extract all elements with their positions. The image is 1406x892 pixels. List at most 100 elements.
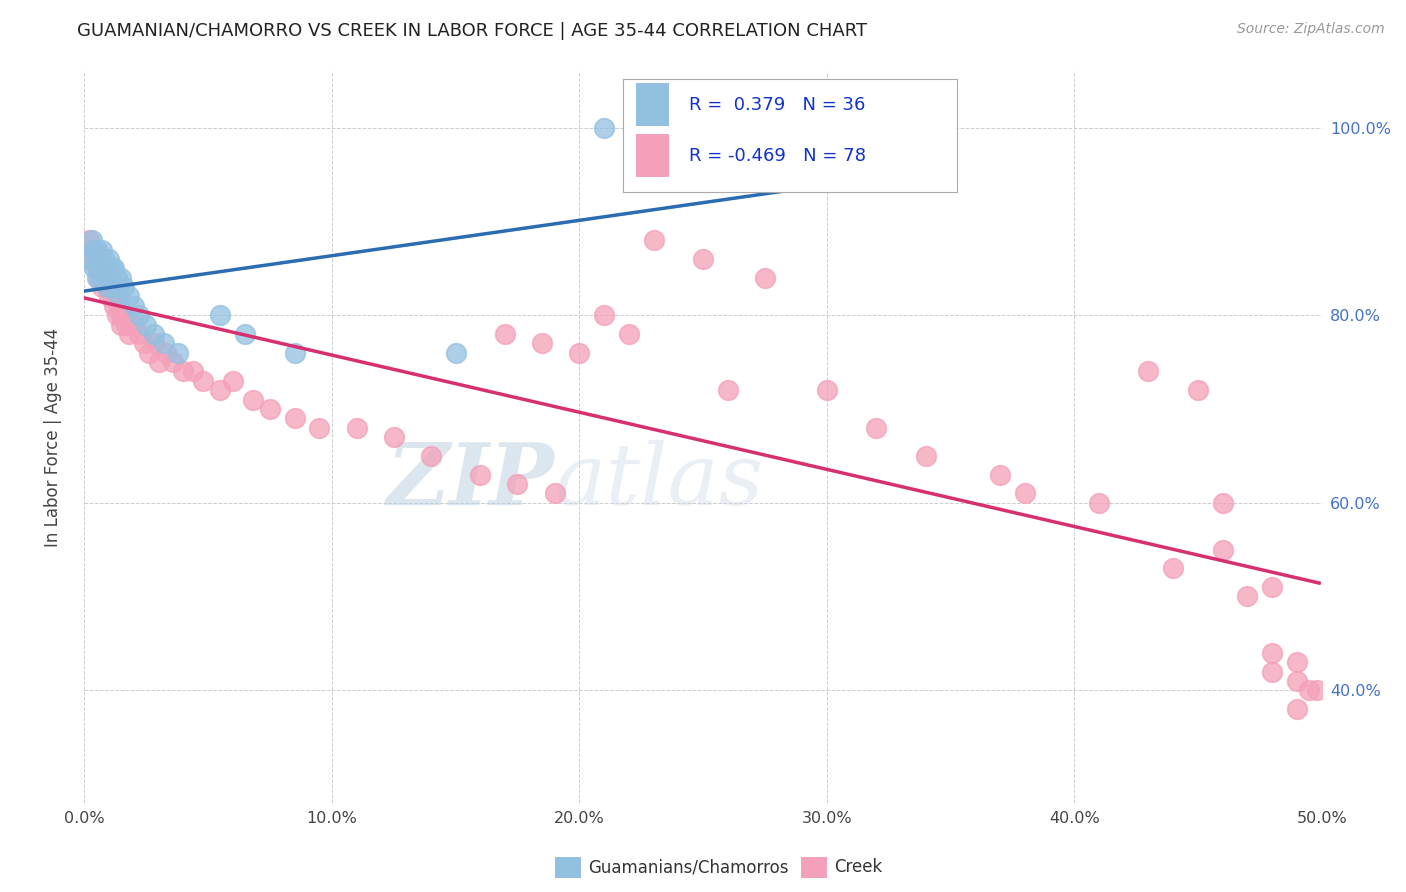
Point: [444, 345, 467, 359]
Point: [138, 345, 160, 359]
Point: [103, 299, 125, 313]
Point: [209, 308, 232, 322]
Point: [593, 120, 616, 135]
Point: [162, 355, 184, 369]
Point: [83, 261, 105, 276]
Text: GUAMANIAN/CHAMORRO VS CREEK IN LABOR FORCE | AGE 35-44 CORRELATION CHART: GUAMANIAN/CHAMORRO VS CREEK IN LABOR FOR…: [77, 22, 868, 40]
Point: [754, 270, 776, 285]
Point: [83, 243, 105, 257]
Point: [118, 326, 141, 341]
Point: [90, 270, 112, 285]
Point: [122, 299, 145, 313]
Point: [284, 411, 307, 425]
Point: [470, 467, 492, 482]
Text: Creek: Creek: [834, 858, 882, 876]
Point: [96, 270, 118, 285]
Point: [110, 318, 132, 332]
Point: [284, 345, 307, 359]
Point: [1088, 496, 1111, 510]
Point: [93, 261, 115, 276]
Point: [96, 280, 118, 294]
Point: [308, 420, 330, 434]
Point: [128, 326, 150, 341]
Point: [98, 252, 121, 266]
Point: [148, 355, 170, 369]
Point: [1212, 542, 1234, 557]
Point: [93, 261, 115, 276]
Point: [1305, 683, 1327, 698]
Point: [89, 270, 111, 285]
Point: [103, 280, 125, 294]
Point: [98, 289, 121, 303]
Y-axis label: In Labor Force | Age 35-44: In Labor Force | Age 35-44: [44, 327, 62, 547]
Point: [259, 401, 281, 416]
Point: [1298, 683, 1320, 698]
Point: [90, 261, 112, 276]
Point: [89, 252, 111, 266]
Point: [692, 252, 714, 266]
Point: [96, 261, 118, 276]
Point: [110, 308, 132, 322]
Point: [98, 270, 121, 285]
Point: [100, 261, 122, 276]
Point: [152, 336, 174, 351]
Point: [108, 289, 131, 303]
Point: [1212, 496, 1234, 510]
Point: [155, 345, 177, 359]
Point: [494, 326, 516, 341]
Point: [96, 280, 118, 294]
Point: [167, 345, 190, 359]
Point: [112, 280, 135, 294]
Point: [93, 270, 115, 285]
Point: [83, 252, 105, 266]
Point: [89, 252, 111, 266]
Point: [100, 289, 122, 303]
Point: [222, 374, 245, 388]
Point: [1014, 486, 1036, 500]
Point: [1285, 673, 1308, 688]
Point: [1285, 655, 1308, 669]
Point: [93, 252, 115, 266]
Text: ZIP: ZIP: [387, 439, 554, 523]
Point: [914, 449, 936, 463]
Point: [98, 280, 121, 294]
Point: [79, 233, 101, 247]
Point: [105, 308, 128, 322]
Text: Guamanians/Chamorros: Guamanians/Chamorros: [588, 858, 789, 876]
Point: [1236, 590, 1258, 604]
Point: [108, 299, 131, 313]
Point: [865, 420, 887, 434]
Point: [593, 308, 616, 322]
Point: [1261, 665, 1284, 679]
Point: [86, 243, 108, 257]
Point: [543, 486, 565, 500]
Point: [717, 383, 740, 397]
Point: [132, 336, 155, 351]
Point: [89, 261, 111, 276]
Point: [79, 252, 101, 266]
Point: [90, 243, 112, 257]
Point: [142, 336, 165, 351]
Point: [103, 261, 125, 276]
Point: [1261, 646, 1284, 660]
Point: [80, 233, 103, 247]
Point: [191, 374, 214, 388]
Point: [172, 364, 194, 378]
Point: [346, 420, 368, 434]
Point: [112, 308, 135, 322]
Text: atlas: atlas: [554, 440, 763, 523]
Point: [568, 345, 591, 359]
Point: [86, 261, 108, 276]
Point: [815, 383, 838, 397]
Point: [419, 449, 441, 463]
Point: [643, 233, 665, 247]
Point: [80, 243, 103, 257]
Point: [506, 477, 529, 491]
Point: [115, 318, 138, 332]
Point: [655, 120, 678, 135]
Point: [382, 430, 405, 444]
Point: [135, 318, 157, 332]
Text: Source: ZipAtlas.com: Source: ZipAtlas.com: [1237, 22, 1385, 37]
Point: [86, 243, 108, 257]
Point: [105, 289, 128, 303]
